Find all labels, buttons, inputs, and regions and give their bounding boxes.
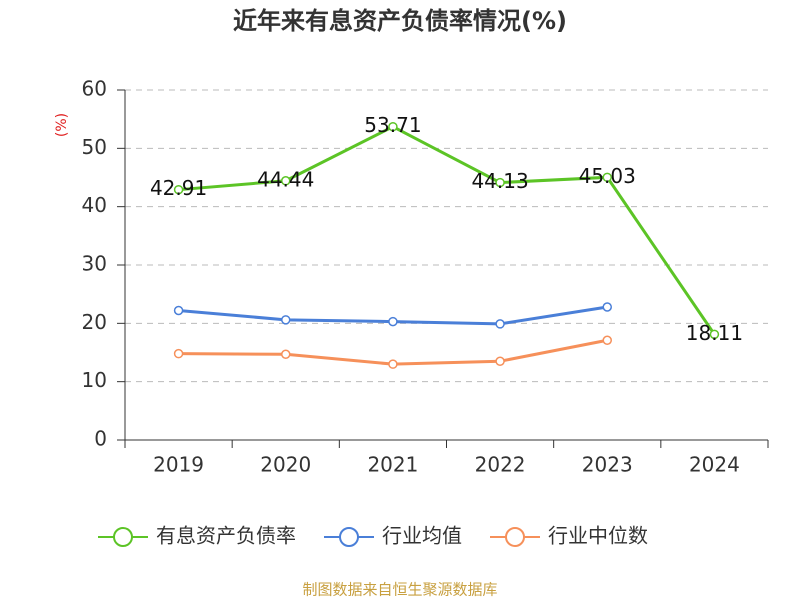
- data-label: 44.13: [471, 169, 528, 193]
- legend-label: 有息资产负债率: [156, 524, 296, 548]
- y-tick-label: 0: [94, 427, 107, 451]
- series-line: [178, 125, 716, 336]
- x-tick-label: 2023: [582, 453, 633, 477]
- data-label: 45.03: [579, 164, 636, 188]
- x-tick-label: 2022: [475, 453, 526, 477]
- y-tick-label: 50: [82, 135, 107, 159]
- data-point: [709, 329, 720, 340]
- x-tick-label: 2019: [153, 453, 204, 477]
- x-tick-label: 2020: [260, 453, 311, 477]
- legend-marker: [113, 527, 133, 547]
- data-point: [281, 315, 291, 325]
- data-point: [388, 359, 398, 369]
- data-point: [495, 356, 505, 366]
- legend-label: 行业均值: [382, 524, 462, 548]
- data-point: [281, 349, 291, 359]
- data-point: [173, 184, 184, 195]
- data-point: [602, 302, 612, 312]
- data-point: [602, 172, 612, 183]
- y-tick-label: 60: [82, 77, 107, 101]
- data-label: 44.44: [257, 167, 314, 191]
- data-point: [602, 335, 612, 345]
- chart-title: 近年来有息资产负债率情况(%): [233, 7, 567, 35]
- data-point: [495, 319, 505, 329]
- y-tick-label: 30: [82, 252, 107, 276]
- data-label: 42.91: [150, 176, 207, 200]
- data-point: [388, 121, 398, 132]
- data-point: [173, 305, 184, 316]
- y-tick-label: 10: [82, 368, 107, 392]
- data-point: [388, 316, 398, 327]
- legend-marker: [505, 527, 525, 547]
- y-tick-label: 40: [82, 193, 107, 217]
- x-tick-label: 2021: [367, 453, 418, 477]
- legend-label: 行业中位数: [548, 524, 648, 548]
- x-tick-label: 2024: [689, 453, 740, 477]
- legend-marker: [339, 527, 359, 547]
- data-point: [173, 348, 184, 359]
- data-point: [495, 177, 505, 188]
- data-label: 18.11: [686, 321, 743, 345]
- y-axis-label: (%): [54, 113, 70, 137]
- data-point: [281, 176, 291, 186]
- source-note: 制图数据来自恒生聚源数据库: [302, 581, 497, 599]
- data-label: 53.71: [364, 113, 421, 137]
- y-tick-label: 20: [82, 310, 107, 334]
